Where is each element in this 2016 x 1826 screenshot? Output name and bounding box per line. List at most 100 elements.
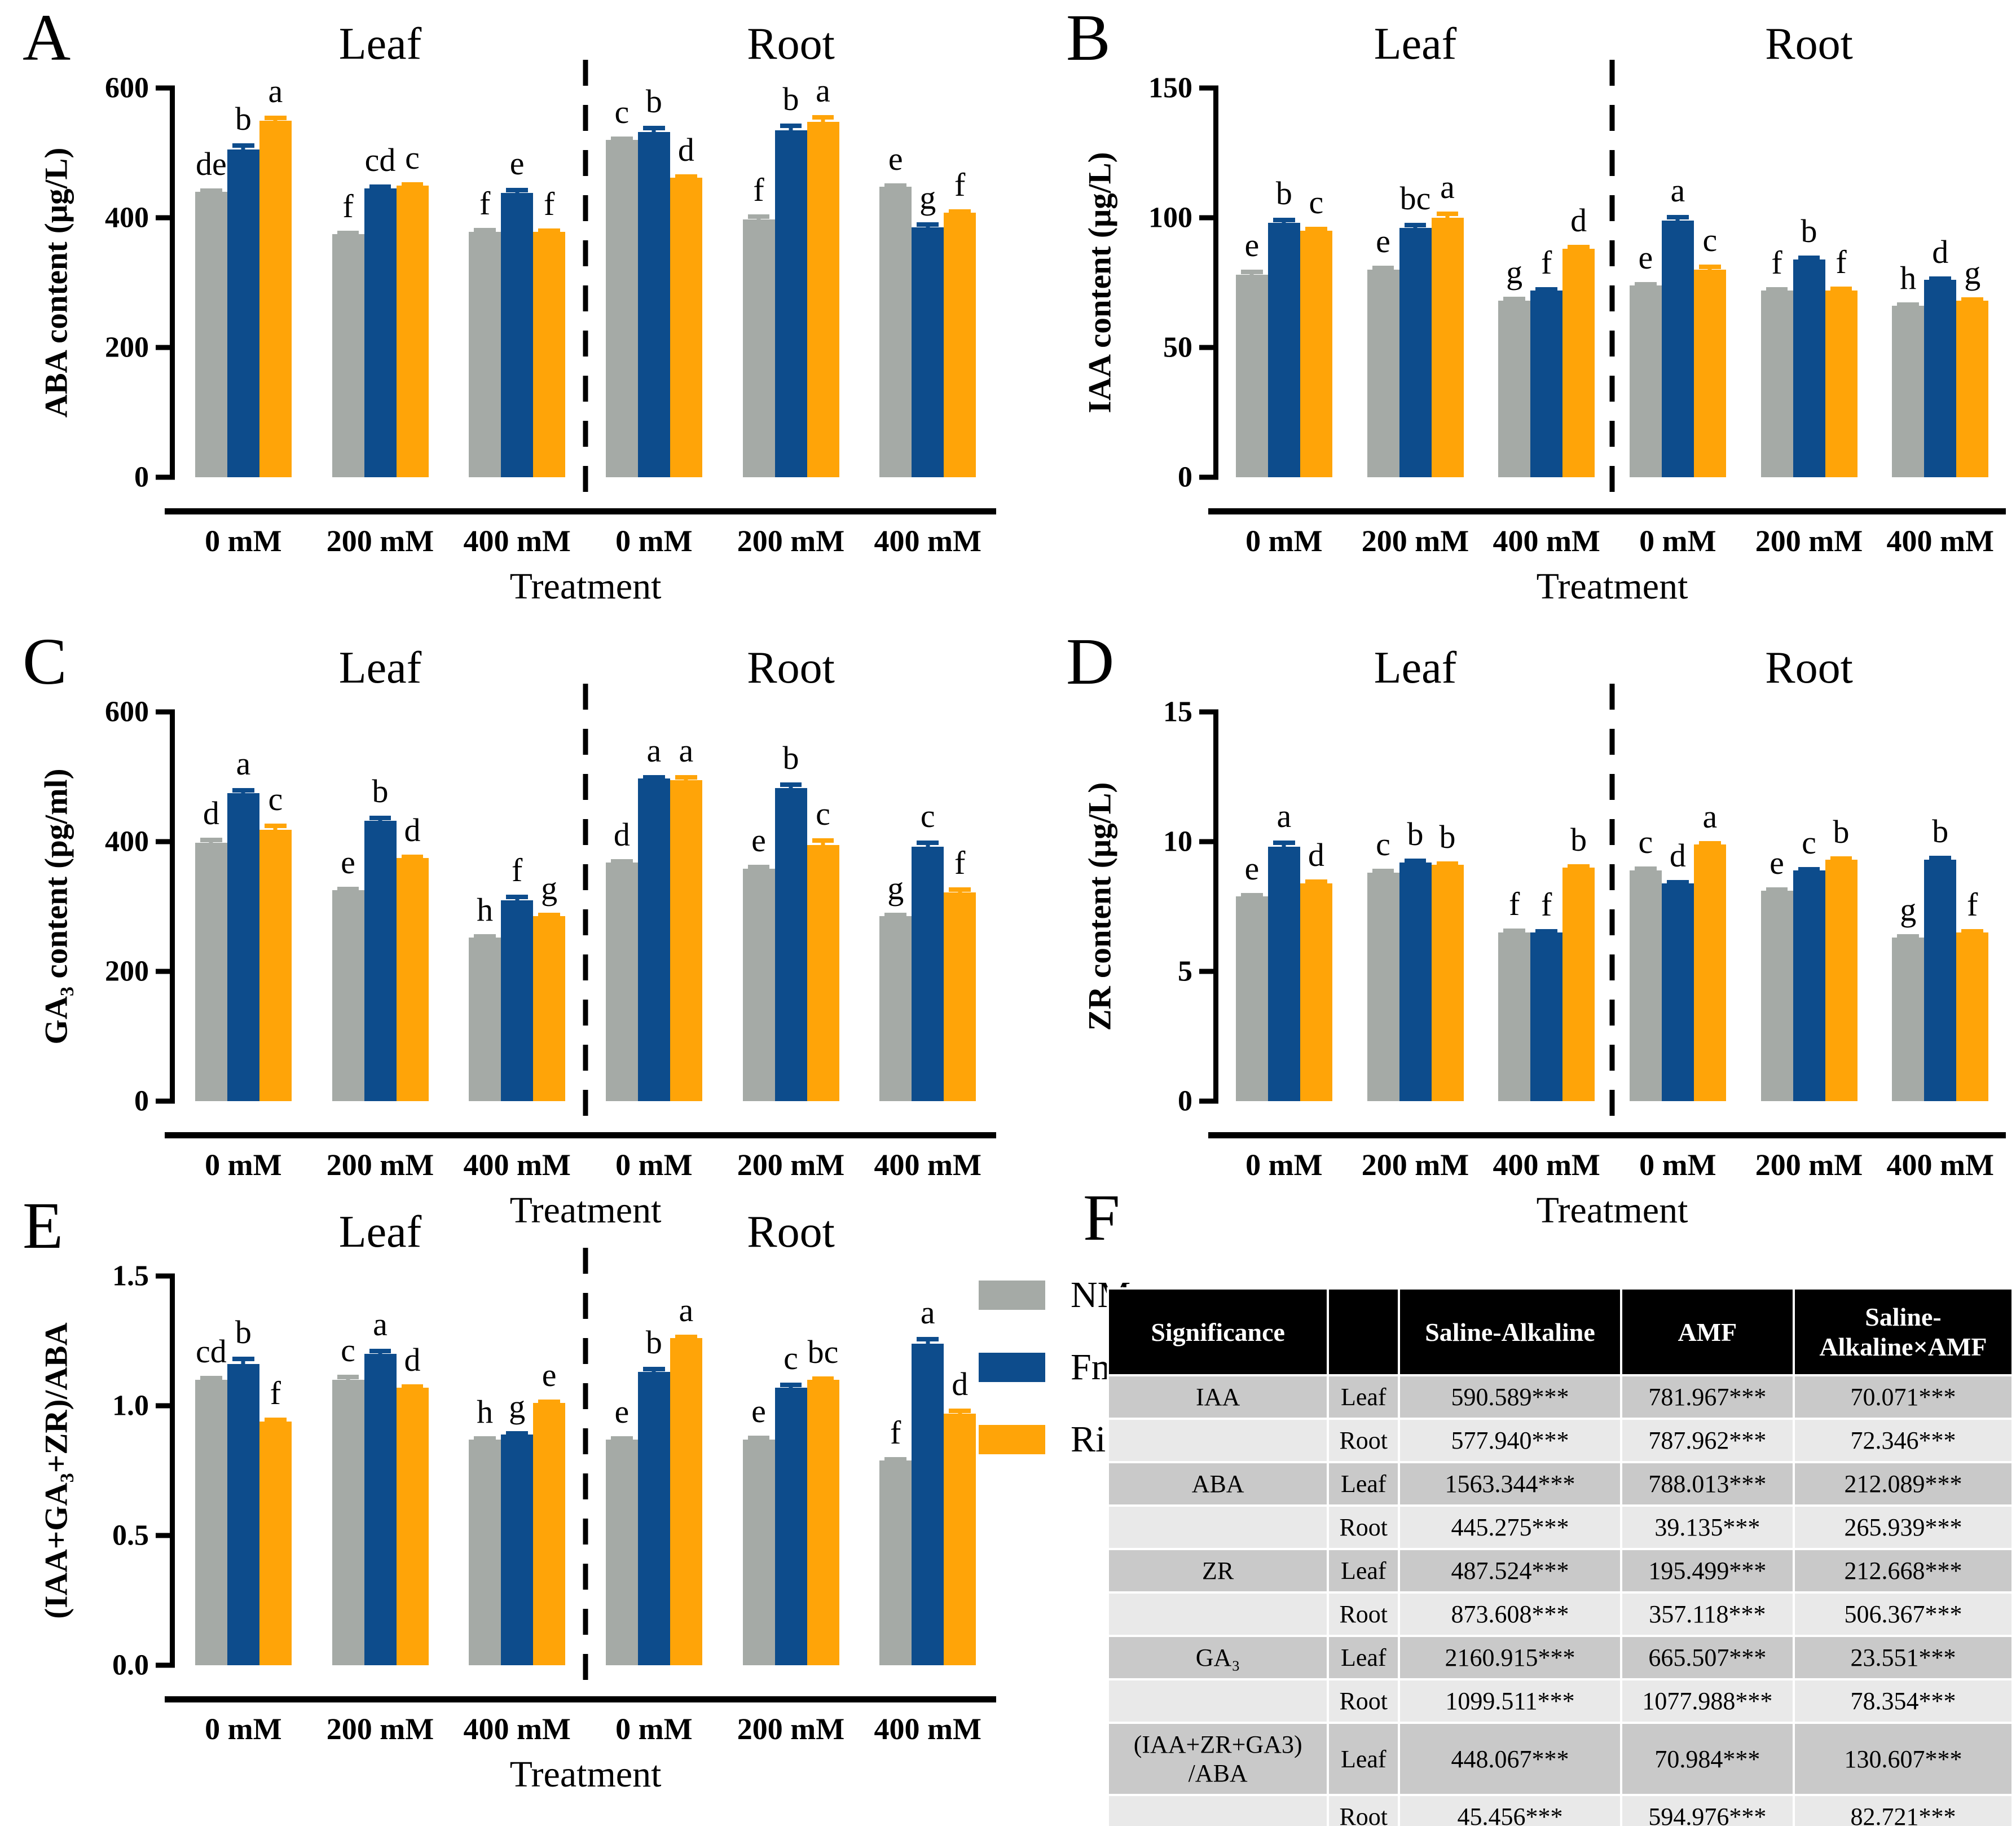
table-header-cell: Saline- Alkaline×AMF [1792, 1287, 2014, 1376]
sig-letter: b [782, 740, 799, 777]
error-bar [195, 838, 227, 843]
y-tick-mark [1199, 215, 1218, 221]
error-bar-cap [1634, 866, 1657, 871]
bar-nm: g [1892, 894, 1925, 1101]
bar-fm: a [637, 734, 670, 1101]
section-title-root: Root [747, 19, 835, 69]
sig-letter: a [679, 1292, 694, 1329]
bar-fm: c [774, 1341, 807, 1665]
legend-swatch-fm [979, 1353, 1045, 1382]
error-bar-cap [884, 913, 907, 918]
table-cell: 195.499*** [1619, 1548, 1795, 1594]
sig-letter: b [1439, 819, 1456, 856]
y-tick-label: 10 [1163, 825, 1192, 858]
error-bar-cap [747, 865, 770, 870]
error-bar [1694, 841, 1726, 846]
section-title-leaf: Leaf [338, 19, 422, 69]
y-tick-mark [156, 85, 175, 91]
sig-letter: c [1309, 184, 1324, 221]
error-bar [1924, 276, 1956, 281]
y-tick-mark [156, 709, 175, 715]
error-bar-cap [780, 124, 802, 129]
bar-ri: b [1431, 821, 1464, 1101]
sig-letter: e [614, 1393, 630, 1430]
table-cell [1106, 1794, 1330, 1826]
bar-ri: f [1825, 245, 1857, 477]
table-cell: 70.984*** [1619, 1722, 1795, 1796]
sig-letter: b [1407, 815, 1424, 852]
y-tick-mark [1199, 709, 1218, 715]
bar-ri: b [1562, 824, 1595, 1101]
bar-ri: d [396, 813, 429, 1101]
y-tick-label: 600 [105, 72, 149, 104]
bar-nm: f [469, 187, 501, 477]
table-row: Root 1099.511*** 1077.988*** 78.354*** [1106, 1678, 2014, 1724]
error-bar [1530, 287, 1562, 292]
error-bar [638, 125, 670, 133]
bar-ri: d [1562, 204, 1595, 477]
sig-letter: b [235, 1313, 252, 1350]
x-tick-label: 400 mM [1493, 524, 1600, 558]
error-bar-cap [917, 1337, 939, 1342]
error-bar-cap [1568, 864, 1590, 869]
error-bar [533, 228, 565, 234]
x-tick-label: 200 mM [1755, 1148, 1863, 1182]
sig-letter: a [1702, 798, 1718, 835]
error-bar [1432, 211, 1464, 218]
y-tick-mark [1199, 969, 1218, 974]
sig-letter: f [270, 1374, 281, 1411]
table-cell [1106, 1591, 1330, 1637]
x-tick-label: 400 mM [874, 524, 981, 558]
bar-fm: b [227, 1315, 259, 1665]
y-tick-label: 5 [1178, 955, 1192, 988]
sig-letter: f [342, 187, 354, 225]
error-bar-cap [1666, 215, 1689, 220]
y-tick-mark [1199, 474, 1218, 480]
sig-letter: c [920, 797, 935, 834]
y-axis: 0 200 400 600 [90, 696, 175, 1117]
error-bar [743, 1435, 775, 1440]
error-bar [1662, 215, 1694, 221]
sig-letter: d [1308, 836, 1324, 873]
x-tick-label: 200 mM [1755, 524, 1863, 558]
y-axis-label: (IAA+GA₃+ZR)/ABA [38, 1322, 74, 1619]
error-bar [1694, 264, 1726, 270]
error-bar-cap [1961, 297, 1984, 302]
panel-a-aba-chart: A Leaf Root ABA content (μg/L) 0 200 400 600 de b… [23, 5, 1004, 622]
table-cell: 357.118*** [1619, 1591, 1795, 1637]
error-bar [743, 214, 775, 220]
table-cell: 39.135*** [1619, 1504, 1795, 1550]
x-axis-line [165, 1696, 996, 1702]
table-cell: Root [1327, 1418, 1401, 1463]
sig-letter: bc [1399, 180, 1431, 217]
error-bar [501, 188, 533, 193]
error-bar-cap [610, 137, 633, 141]
sig-letter: b [1570, 821, 1587, 858]
bar-ri: a [1431, 170, 1464, 477]
bar-group-slot: e bc a [1350, 88, 1481, 477]
table-cell: 1563.344*** [1398, 1461, 1622, 1507]
error-bar-cap [1961, 929, 1984, 934]
error-bar [332, 887, 364, 892]
y-axis-label: GA₃ content (pg/ml) [38, 768, 74, 1045]
bar-fm: a [364, 1308, 397, 1665]
legend-item-ri: Ri [979, 1418, 1130, 1461]
error-bar [606, 1436, 638, 1441]
y-tick-mark [156, 215, 175, 221]
error-bar-cap [1798, 255, 1820, 260]
leaf-root-divider [1609, 684, 1615, 1138]
y-tick-label: 1.0 [112, 1389, 149, 1422]
bar-nm: f [332, 190, 364, 477]
y-tick-mark [1199, 345, 1218, 350]
bar-group-slot: de b a [175, 75, 312, 477]
sig-letter: c [1702, 221, 1718, 258]
bar-nm: e [332, 846, 364, 1101]
error-bar [1825, 286, 1857, 291]
error-bar-cap [1929, 276, 1952, 281]
table-cell: Leaf [1327, 1374, 1401, 1420]
